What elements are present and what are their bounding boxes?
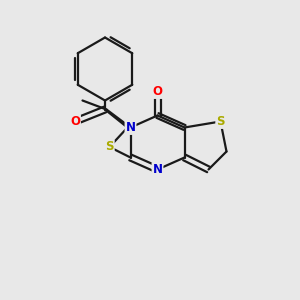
Text: O: O	[70, 115, 80, 128]
Text: N: N	[152, 163, 163, 176]
Text: O: O	[152, 85, 163, 98]
Text: N: N	[125, 121, 136, 134]
Text: S: S	[105, 140, 114, 154]
Text: S: S	[216, 115, 225, 128]
